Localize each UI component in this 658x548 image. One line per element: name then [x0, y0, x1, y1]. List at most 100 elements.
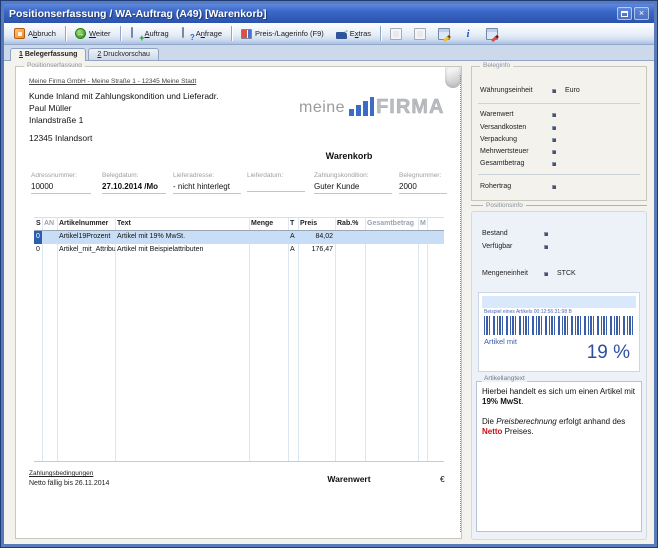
- sender-line: Meine Firma GmbH - Meine Straße 1 - 1234…: [29, 78, 197, 85]
- price-stock-info-button[interactable]: Preis-/Lagerinfo (F9): [235, 26, 330, 42]
- restore-button[interactable]: [617, 7, 632, 20]
- langtext-box[interactable]: Hierbei handelt es sich um einen Artikel…: [476, 381, 642, 532]
- group-title: Positionserfassung: [24, 62, 85, 70]
- recipient-contact: Paul Müller: [29, 103, 72, 113]
- article-image-header: [482, 296, 636, 308]
- langtext-paragraph: Hierbei handelt es sich um einen Artikel…: [482, 387, 635, 407]
- field-adressnummer: Adressnummer: 10000: [31, 172, 91, 194]
- positions-table: S AN Artikelnummer Text Menge T Preis Ra…: [34, 217, 444, 462]
- zahlungskondition-input[interactable]: Guter Kunde: [314, 182, 392, 194]
- article-image-name: Artikel mit: [484, 337, 517, 346]
- beleginfo-row: Verpackung: [480, 136, 640, 143]
- company-logo: meine FIRMA: [299, 96, 445, 118]
- toolbar-separator: [231, 26, 232, 41]
- page-curl-icon: [445, 67, 461, 88]
- beleginfo-group: Beleginfo Währungseinheit Euro Warenwert…: [471, 62, 647, 201]
- langtext-label: Artikellangtext: [482, 375, 527, 382]
- bullet-icon: [552, 137, 556, 142]
- belegdatum-input[interactable]: 27.10.2014 /Mo: [102, 182, 166, 194]
- toolbar-separator: [64, 26, 66, 41]
- logo-text-meine: meine: [299, 99, 346, 116]
- positionsinfo-row: Bestand: [482, 230, 638, 237]
- list-view-button[interactable]: [384, 25, 408, 43]
- lieferdatum-input[interactable]: [247, 182, 305, 192]
- positionsinfo-row: Verfügbar: [482, 243, 638, 250]
- beleginfo-row: Gesamtbetrag: [480, 160, 640, 167]
- toolbar: Abbruch → Weiter + Auftrag ? Anfrage Pre…: [4, 23, 654, 45]
- bullet-icon: [552, 161, 556, 166]
- cancel-icon: [14, 28, 25, 39]
- beleginfo-row: Mehrwertsteuer: [480, 148, 640, 155]
- next-icon: →: [74, 28, 86, 39]
- group-title: Beleginfo: [480, 62, 514, 70]
- document-page: Meine Firma GmbH - Meine Straße 1 - 1234…: [16, 67, 461, 538]
- payment-terms-title: Zahlungsbedingungen: [29, 470, 94, 477]
- close-icon: ×: [638, 8, 645, 18]
- field-lieferadresse: Lieferadresse: - nicht hinterlegt: [173, 172, 241, 194]
- positionsinfo-header: Positionsinfo: [471, 202, 647, 209]
- document-title: Warenkorb: [325, 151, 373, 161]
- bullet-icon: [552, 125, 556, 130]
- bullet-icon: [544, 271, 548, 276]
- bullet-icon: [552, 88, 556, 93]
- currency-symbol: €: [440, 474, 445, 484]
- beleginfo-row: Versandkosten: [480, 124, 640, 131]
- toolbar-separator: [380, 26, 382, 41]
- restore-icon: [621, 10, 628, 17]
- separator: [478, 174, 640, 175]
- extras-icon: [335, 31, 347, 39]
- total-label: Warenwert: [327, 474, 371, 484]
- next-button[interactable]: → Weiter: [74, 28, 111, 39]
- positionsinfo-panel: Bestand Verfügbar Mengeneinheit STCK Bei…: [471, 211, 647, 540]
- recipient-street: Inlandstraße 1: [29, 115, 84, 125]
- article-image-percent: 19 %: [586, 342, 630, 363]
- close-button[interactable]: ×: [634, 7, 649, 20]
- edit-grid-button[interactable]: [432, 25, 456, 43]
- separator: [478, 103, 640, 104]
- beleginfo-row: Warenwert: [480, 111, 640, 118]
- abort-button[interactable]: Abbruch: [8, 25, 62, 42]
- content-area: Positionserfassung Meine Firma GmbH - Me…: [4, 61, 654, 544]
- article-image-caption: Beispiel eines Artikels 00:12:56:31:98 B: [484, 309, 572, 315]
- order-button[interactable]: + Auftrag: [124, 25, 175, 43]
- logo-text-firma: FIRMA: [376, 96, 445, 118]
- bullet-icon: [552, 149, 556, 154]
- table-row-selected[interactable]: 0 Artikel19Prozent Artikel mit 19% MwSt.…: [34, 231, 444, 244]
- lieferadresse-input[interactable]: - nicht hinterlegt: [173, 182, 241, 194]
- edit-grid-icon: [438, 27, 452, 42]
- table-row[interactable]: 0 Artikel_mit_Attribu Artikel mit Beispi…: [36, 246, 333, 253]
- extras-button[interactable]: Extras: [330, 26, 377, 42]
- belegnummer-input[interactable]: 2000: [399, 182, 447, 194]
- info-button[interactable]: i: [456, 25, 480, 43]
- recipient-city: 12345 Inlandsort: [29, 133, 93, 143]
- adressnummer-input[interactable]: 10000: [31, 182, 91, 194]
- barcode-icon: [484, 316, 634, 335]
- beleginfo-row: Rohertrag: [480, 183, 640, 190]
- toolbar-separator: [119, 26, 121, 41]
- bullet-icon: [544, 231, 548, 236]
- inquiry-button[interactable]: ? Anfrage: [175, 25, 228, 43]
- bullet-icon: [552, 112, 556, 117]
- price-stock-info-icon: [241, 28, 252, 39]
- field-belegdatum: Belegdatum: 27.10.2014 /Mo: [102, 172, 166, 194]
- field-zahlungskondition: Zahlungskondition: Guter Kunde: [314, 172, 392, 194]
- positionserfassung-group: Positionserfassung Meine Firma GmbH - Me…: [15, 62, 462, 539]
- notes-button[interactable]: [480, 25, 504, 43]
- logo-bars-icon: [349, 97, 375, 116]
- field-belegnummer: Belegnummer: 2000: [399, 172, 447, 194]
- langtext-paragraph: Die Preisberechnung erfolgt anhand des N…: [482, 416, 626, 437]
- bullet-icon: [544, 244, 548, 249]
- payment-terms-text: Netto fällig bis 26.11.2014: [29, 480, 110, 487]
- notes-icon: [486, 27, 500, 42]
- tab-druckvorschau[interactable]: 2 Druckvorschau: [88, 48, 159, 60]
- grid-view-icon: [414, 27, 427, 40]
- grid-view-button[interactable]: [408, 25, 432, 43]
- bullet-icon: [552, 184, 556, 189]
- article-image: Beispiel eines Artikels 00:12:56:31:98 B…: [478, 292, 640, 372]
- page-margin-line: [460, 75, 461, 532]
- recipient-name: Kunde Inland mit Zahlungskondition und L…: [29, 91, 219, 101]
- tab-strip: 1 Belegerfassung 2 Druckvorschau: [4, 45, 654, 61]
- tab-belegerfassung[interactable]: 1 Belegerfassung: [10, 48, 87, 61]
- order-document-icon: +: [130, 26, 145, 42]
